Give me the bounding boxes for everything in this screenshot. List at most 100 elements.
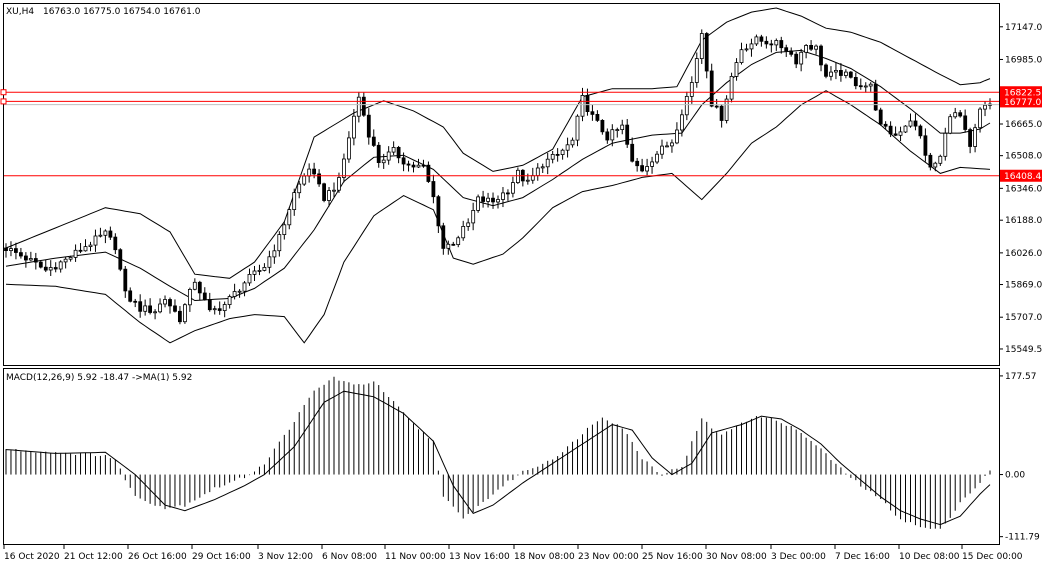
candle-body [237, 290, 242, 293]
candle-body [848, 71, 853, 78]
candle-body [83, 246, 88, 252]
candle-body [789, 50, 794, 55]
time-tick-label: 29 Oct 16:00 [192, 552, 251, 562]
candle-body [103, 230, 108, 236]
candle-body [868, 83, 873, 87]
candle-body [670, 142, 674, 147]
candle-body [207, 299, 212, 311]
time-tick-label: 25 Nov 16:00 [642, 552, 703, 562]
candle-body [53, 267, 58, 270]
candle-body [749, 43, 754, 50]
macd-panel-frame [3, 368, 1000, 545]
candle-body [376, 144, 381, 164]
candle-body [903, 125, 908, 133]
candle-body [302, 175, 307, 185]
candle-body [173, 305, 177, 312]
time-tick-label: 7 Dec 16:00 [835, 552, 890, 562]
candle-body [784, 47, 789, 52]
candle-body [555, 153, 560, 156]
candle-body [118, 249, 123, 270]
candle-body [332, 189, 336, 192]
candle-body [953, 112, 958, 118]
candle-body [978, 108, 982, 129]
candle-body [48, 267, 53, 271]
candle-body [431, 181, 436, 198]
candle-body [734, 62, 739, 77]
bollinger-lower-band [5, 90, 991, 344]
candle-body [396, 146, 401, 159]
candle-body [888, 125, 893, 135]
price-tick-label: 16346.0 [1005, 184, 1042, 194]
candle-body [88, 244, 93, 248]
candle-body [158, 303, 163, 313]
candle-body [252, 270, 257, 275]
candle-body [625, 124, 630, 145]
candle-body [436, 196, 441, 227]
candle-body [277, 234, 282, 252]
candle-body [719, 105, 724, 121]
candle-body [9, 248, 13, 252]
time-tick-label: 11 Nov 00:00 [385, 552, 446, 562]
candle-body [516, 169, 520, 184]
candle-body [471, 209, 476, 224]
candle-body [744, 48, 749, 51]
time-axis[interactable]: 16 Oct 2020 21 Oct 12:00 26 Oct 16:00 29 Oc… [3, 545, 1023, 562]
candle-body [496, 199, 500, 203]
candle-body [406, 163, 411, 166]
candle-body [799, 51, 804, 65]
candle-body [963, 115, 968, 130]
candle-body [570, 139, 575, 146]
candle-body [689, 82, 694, 97]
candle-body [421, 164, 426, 167]
candle-body [227, 296, 232, 306]
candle-body [898, 131, 903, 136]
candle-body [968, 129, 972, 147]
candle-body [724, 98, 729, 121]
candle-body [262, 266, 267, 271]
candle-body [123, 268, 128, 292]
candle-body [446, 243, 451, 249]
candle-body [933, 162, 938, 168]
candle-body [600, 120, 605, 133]
candle-body [416, 164, 421, 168]
candle-body [501, 192, 505, 200]
candle-body [640, 165, 644, 172]
level-tag-label: 16777.0 [1004, 98, 1041, 108]
candle-body [948, 116, 953, 134]
candle-body [550, 153, 555, 160]
price-tick-label: 17147.0 [1005, 23, 1042, 33]
candle-body [819, 45, 823, 66]
candle-body [923, 135, 928, 156]
macd-axis[interactable]: 177.57 0.00 -111.79 [999, 372, 1040, 543]
candle-body [287, 209, 292, 226]
candle-body [78, 249, 83, 252]
candle-body [217, 308, 222, 311]
candle-body [451, 243, 456, 246]
candle-body [535, 167, 540, 176]
candle-body [913, 120, 918, 127]
candle-body [958, 112, 963, 117]
candle-body [43, 266, 48, 271]
candle-body [222, 304, 227, 311]
candle-body [525, 179, 530, 182]
time-tick-label: 16 Oct 2020 [4, 552, 60, 562]
candle-body [307, 168, 312, 177]
candle-body [18, 252, 23, 257]
price-axis[interactable]: 17147.0 16985.0 16665.0 16508.0 16346.0 16188… [999, 23, 1042, 355]
candle-body [759, 36, 764, 42]
candle-body [33, 258, 38, 263]
candle-body [858, 85, 863, 88]
candle-body [317, 173, 322, 185]
level-tag [1000, 169, 1042, 182]
candle-body [590, 111, 595, 115]
macd-tick-label: 177.57 [1005, 372, 1037, 382]
price-tick-label: 16026.0 [1005, 249, 1042, 259]
candle-body [585, 95, 590, 113]
candle-body [540, 166, 545, 169]
candle-body [491, 197, 495, 203]
candle-body [853, 77, 858, 87]
candle-body [168, 299, 172, 307]
candle-body [620, 124, 625, 130]
level-tag [1000, 95, 1042, 108]
